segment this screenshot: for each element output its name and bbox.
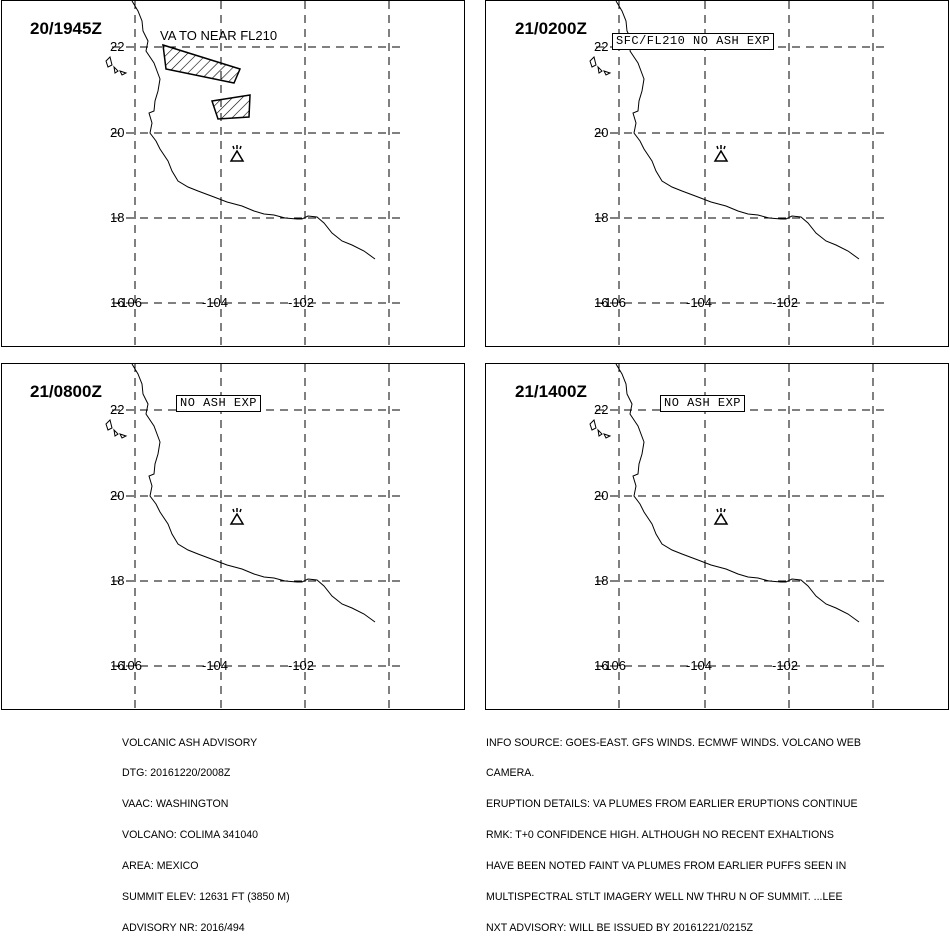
panel-time: 20/1945Z bbox=[30, 19, 102, 38]
coastline bbox=[131, 1, 376, 260]
map-canvas bbox=[105, 1, 402, 347]
latitude-tick-label: 16 bbox=[594, 295, 609, 310]
advisory-line: NXT ADVISORY: WILL BE ISSUED BY 20161221… bbox=[486, 921, 753, 934]
latitude-tick-label: 22 bbox=[110, 402, 125, 417]
longitude-tick-label: -104 bbox=[686, 658, 713, 673]
forecast-panel-2: 21/0200Z SFC/FL210 NO ASH EXP 22 20 18 16 -1… bbox=[485, 0, 949, 347]
panel-time: 21/0200Z bbox=[515, 19, 587, 38]
panel-time: 21/0800Z bbox=[30, 382, 102, 401]
coastline bbox=[615, 1, 860, 260]
advisory-line: MULTISPECTRAL STLT IMAGERY WELL NW THRU … bbox=[486, 891, 843, 904]
forecast-panel-1: 20/1945Z VA TO NEAR FL210 22 20 18 16 -106 -1… bbox=[1, 0, 465, 347]
ash-label: NO ASH EXP bbox=[660, 395, 746, 412]
longitude-tick-label: -102 bbox=[288, 295, 315, 310]
latitude-tick-label: 16 bbox=[110, 658, 125, 673]
latitude-tick-label: 20 bbox=[110, 125, 125, 140]
island-outline bbox=[105, 419, 128, 439]
longitude-tick-label: -106 bbox=[116, 295, 143, 310]
ash-label: SFC/FL210 NO ASH EXP bbox=[612, 33, 775, 50]
advisory-line: VOLCANIC ASH ADVISORY bbox=[122, 736, 258, 749]
longitude-tick-label: -104 bbox=[202, 658, 229, 673]
longitude-tick-label: -102 bbox=[772, 295, 799, 310]
coastline bbox=[615, 364, 860, 623]
island-outline bbox=[589, 419, 612, 439]
advisory-line: HAVE BEEN NOTED FAINT VA PLUMES FROM EAR… bbox=[486, 860, 847, 873]
advisory-line: INFO SOURCE: GOES-EAST. GFS WINDS. ECMWF… bbox=[486, 736, 861, 749]
advisory-line: AREA: MEXICO bbox=[122, 860, 199, 873]
longitude-tick-label: -102 bbox=[772, 658, 799, 673]
latitude-tick-label: 18 bbox=[594, 573, 609, 588]
map-canvas bbox=[105, 364, 402, 710]
latitude-tick-label: 22 bbox=[594, 402, 609, 417]
advisory-details-right: INFO SOURCE: GOES-EAST. GFS WINDS. ECMWF… bbox=[486, 717, 861, 944]
latitude-tick-label: 22 bbox=[594, 39, 609, 54]
panel-time: 21/1400Z bbox=[515, 382, 587, 401]
advisory-line: VOLCANO: COLIMA 341040 bbox=[122, 829, 259, 842]
advisory-line: RMK: T+0 CONFIDENCE HIGH. ALTHOUGH NO RE… bbox=[486, 829, 834, 842]
longitude-tick-label: -102 bbox=[288, 658, 315, 673]
latitude-tick-label: 16 bbox=[594, 658, 609, 673]
island-outline bbox=[589, 56, 612, 76]
advisory-line: ERUPTION DETAILS: VA PLUMES FROM EARLIER… bbox=[486, 798, 858, 811]
latitude-tick-label: 18 bbox=[110, 573, 125, 588]
ash-cloud-polygon bbox=[211, 94, 251, 120]
longitude-tick-label: -104 bbox=[202, 295, 229, 310]
ash-label: NO ASH EXP bbox=[176, 395, 262, 412]
latitude-tick-label: 18 bbox=[594, 210, 609, 225]
forecast-panel-3: 21/0800Z NO ASH EXP 22 20 18 16 -106 -104 -102 bbox=[1, 363, 465, 710]
longitude-tick-label: -104 bbox=[686, 295, 713, 310]
latitude-tick-label: 20 bbox=[594, 488, 609, 503]
map-canvas bbox=[589, 1, 886, 347]
advisory-header-left: VOLCANIC ASH ADVISORY DTG: 20161220/2008… bbox=[122, 717, 290, 944]
longitude-tick-label: -106 bbox=[600, 295, 627, 310]
volcano-triangle-icon bbox=[229, 508, 245, 525]
advisory-line: DTG: 20161220/2008Z bbox=[122, 767, 231, 780]
advisory-line: ADVISORY NR: 2016/494 bbox=[122, 921, 245, 934]
forecast-panel-4: 21/1400Z NO ASH EXP 22 20 18 16 -106 -104 -102 bbox=[485, 363, 949, 710]
latitude-tick-label: 22 bbox=[110, 39, 125, 54]
volcano-triangle-icon bbox=[713, 508, 729, 525]
island-outline bbox=[105, 56, 128, 76]
volcano-triangle-icon bbox=[229, 145, 245, 162]
ash-cloud-polygon bbox=[162, 43, 242, 84]
advisory-line: VAAC: WASHINGTON bbox=[122, 798, 229, 811]
coastline bbox=[131, 364, 376, 623]
volcano-triangle-icon bbox=[713, 145, 729, 162]
latitude-tick-label: 16 bbox=[110, 295, 125, 310]
advisory-line: SUMMIT ELEV: 12631 FT (3850 M) bbox=[122, 891, 290, 904]
advisory-line: CAMERA. bbox=[486, 767, 535, 780]
longitude-tick-label: -106 bbox=[116, 658, 143, 673]
map-canvas bbox=[589, 364, 886, 710]
latitude-tick-label: 20 bbox=[110, 488, 125, 503]
ash-label: VA TO NEAR FL210 bbox=[160, 28, 278, 43]
latitude-tick-label: 18 bbox=[110, 210, 125, 225]
longitude-tick-label: -106 bbox=[600, 658, 627, 673]
latitude-tick-label: 20 bbox=[594, 125, 609, 140]
